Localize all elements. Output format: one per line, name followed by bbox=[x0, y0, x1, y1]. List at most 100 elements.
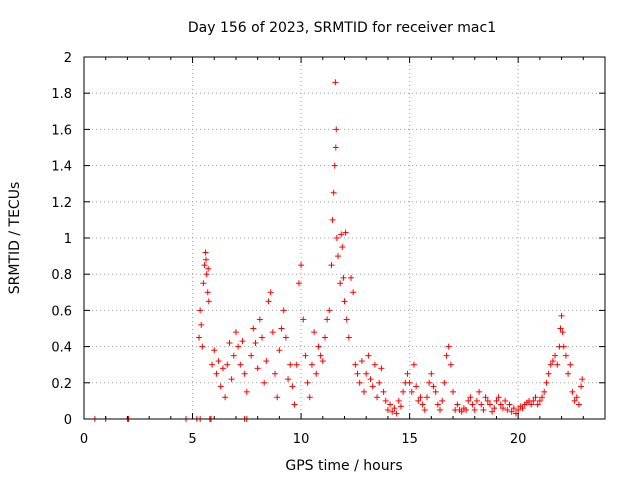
data-point bbox=[302, 352, 309, 359]
y-tick-label: 0.6 bbox=[51, 304, 72, 319]
data-point bbox=[367, 376, 374, 383]
data-point bbox=[313, 370, 320, 377]
data-point bbox=[547, 361, 554, 368]
data-point bbox=[332, 144, 339, 151]
data-point bbox=[562, 352, 569, 359]
data-point bbox=[237, 361, 244, 368]
data-point bbox=[209, 361, 216, 368]
data-point bbox=[361, 388, 368, 395]
data-point bbox=[291, 401, 298, 408]
data-point bbox=[532, 394, 539, 401]
data-point bbox=[199, 343, 206, 350]
data-point bbox=[437, 406, 444, 413]
data-point bbox=[473, 397, 480, 404]
data-point bbox=[443, 352, 450, 359]
data-point bbox=[326, 307, 333, 314]
data-point bbox=[491, 405, 498, 412]
data-point bbox=[239, 338, 246, 345]
data-point bbox=[415, 397, 422, 404]
data-point bbox=[311, 329, 318, 336]
data-point bbox=[202, 249, 209, 256]
data-point bbox=[324, 316, 331, 323]
data-point bbox=[469, 401, 476, 408]
chart-title: Day 156 of 2023, SRMTID for receiver mac… bbox=[188, 20, 496, 36]
data-point bbox=[224, 361, 231, 368]
data-point bbox=[515, 406, 522, 413]
data-point bbox=[382, 397, 389, 404]
data-point bbox=[543, 379, 550, 386]
data-point bbox=[573, 394, 580, 401]
data-point bbox=[447, 361, 454, 368]
data-point bbox=[254, 365, 261, 372]
tick-labels: 0 5 10 15 20 0 0.2 0.4 0.6 0.8 1 1.2 1.4 1.6 1.8 2 bbox=[51, 51, 526, 447]
data-point bbox=[506, 401, 513, 408]
data-point bbox=[226, 339, 233, 346]
data-point bbox=[476, 388, 483, 395]
data-point bbox=[298, 262, 305, 269]
data-point bbox=[250, 325, 257, 332]
data-point bbox=[213, 370, 220, 377]
x-tick-label: 15 bbox=[401, 432, 418, 447]
data-point bbox=[365, 352, 372, 359]
data-point bbox=[534, 401, 541, 408]
data-point bbox=[331, 162, 338, 169]
data-point bbox=[285, 376, 292, 383]
data-point bbox=[417, 394, 424, 401]
data-point bbox=[504, 406, 511, 413]
data-point bbox=[267, 289, 274, 296]
data-point bbox=[352, 361, 359, 368]
data-point bbox=[387, 401, 394, 408]
data-point bbox=[565, 370, 572, 377]
data-point bbox=[274, 394, 281, 401]
data-point bbox=[432, 388, 439, 395]
data-point bbox=[571, 397, 578, 404]
data-point bbox=[198, 321, 205, 328]
data-point bbox=[369, 383, 376, 390]
y-tick-label: 0 bbox=[64, 413, 72, 428]
x-tick-label: 5 bbox=[188, 432, 196, 447]
y-tick-label: 1.8 bbox=[51, 87, 72, 102]
data-point bbox=[339, 244, 346, 251]
data-point bbox=[482, 394, 489, 401]
data-point bbox=[350, 289, 357, 296]
y-tick-label: 1 bbox=[64, 232, 72, 247]
data-point bbox=[410, 361, 417, 368]
data-point bbox=[259, 334, 266, 341]
data-point bbox=[252, 339, 259, 346]
data-point bbox=[434, 401, 441, 408]
data-point bbox=[263, 358, 270, 365]
data-point bbox=[243, 388, 250, 395]
data-point bbox=[248, 352, 255, 359]
data-point bbox=[203, 271, 210, 278]
data-point bbox=[484, 397, 491, 404]
data-point bbox=[197, 307, 204, 314]
data-point bbox=[578, 383, 585, 390]
data-point bbox=[450, 388, 457, 395]
data-point bbox=[304, 379, 311, 386]
data-point bbox=[235, 343, 242, 350]
data-point bbox=[541, 388, 548, 395]
data-point bbox=[205, 265, 212, 272]
data-point bbox=[204, 289, 211, 296]
data-point bbox=[579, 376, 586, 383]
data-point bbox=[295, 280, 302, 287]
data-point bbox=[315, 343, 322, 350]
data-point bbox=[458, 408, 465, 415]
data-point bbox=[338, 231, 345, 238]
data-point bbox=[306, 394, 313, 401]
data-point bbox=[278, 325, 285, 332]
y-tick-label: 1.4 bbox=[51, 160, 72, 175]
data-point bbox=[539, 394, 546, 401]
data-point bbox=[348, 274, 355, 281]
data-point bbox=[219, 365, 226, 372]
data-point bbox=[363, 370, 370, 377]
data-point bbox=[389, 408, 396, 415]
y-tick-label: 0.8 bbox=[51, 268, 72, 283]
data-point bbox=[536, 397, 543, 404]
data-point bbox=[423, 394, 430, 401]
data-point bbox=[554, 361, 561, 368]
data-point bbox=[269, 329, 276, 336]
data-point bbox=[528, 401, 535, 408]
data-point bbox=[497, 401, 504, 408]
